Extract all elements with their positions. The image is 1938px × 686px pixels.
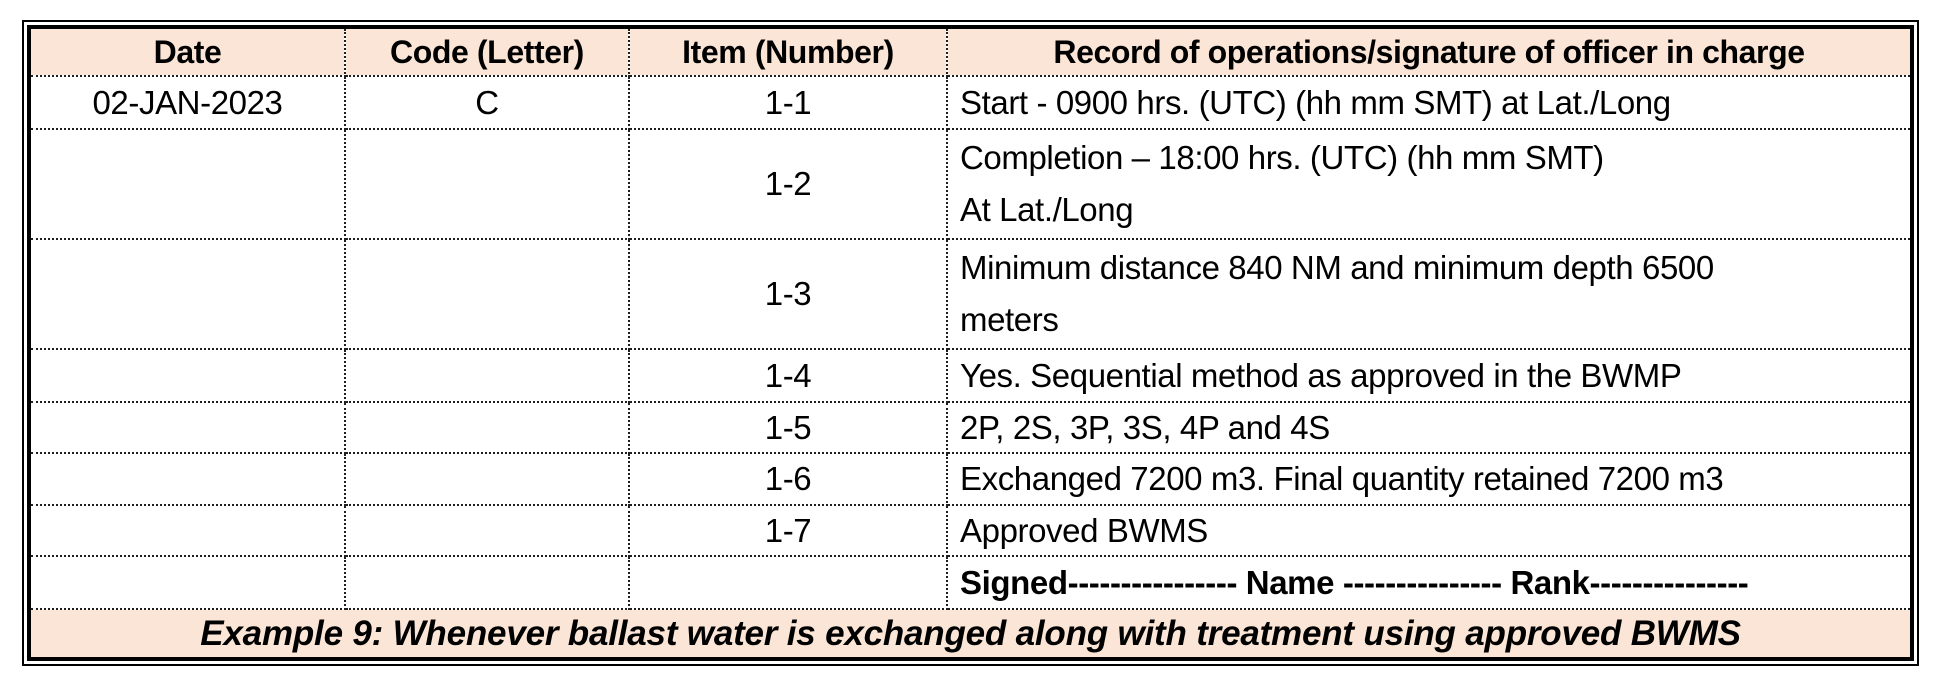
cell-record: Yes. Sequential method as approved in th… bbox=[946, 348, 1913, 403]
cell-record: Start - 0900 hrs. (UTC) (hh mm SMT) at L… bbox=[946, 75, 1913, 130]
cell-record: Exchanged 7200 m3. Final quantity retain… bbox=[946, 452, 1913, 506]
cell-record: Approved BWMS bbox=[946, 504, 1913, 557]
record-line: Minimum distance 840 NM and minimum dept… bbox=[960, 249, 1714, 286]
table-row: 1-5 2P, 2S, 3P, 3S, 4P and 4S bbox=[28, 401, 1913, 454]
cell-item: 1-4 bbox=[628, 348, 948, 403]
cell-code bbox=[344, 401, 630, 454]
cell-date bbox=[28, 504, 346, 557]
cell-record: 2P, 2S, 3P, 3S, 4P and 4S bbox=[946, 401, 1913, 454]
cell-code bbox=[344, 128, 630, 240]
cell-date bbox=[28, 348, 346, 403]
cell-item: 1-3 bbox=[628, 238, 948, 350]
cell-item: 1-2 bbox=[628, 128, 948, 240]
cell-code bbox=[344, 348, 630, 403]
table-row: 1-4 Yes. Sequential method as approved i… bbox=[28, 348, 1913, 403]
example-caption-row: Example 9: Whenever ballast water is exc… bbox=[28, 608, 1913, 660]
col-header-item: Item (Number) bbox=[628, 26, 948, 77]
cell-item: 1-1 bbox=[628, 75, 948, 130]
col-header-date: Date bbox=[28, 26, 346, 77]
cell-date bbox=[28, 128, 346, 240]
cell-date: 02-JAN-2023 bbox=[28, 75, 346, 130]
table-row: 1-3 Minimum distance 840 NM and minimum … bbox=[28, 238, 1913, 350]
cell-code bbox=[344, 555, 630, 610]
table-row: 02-JAN-2023 C 1-1 Start - 0900 hrs. (UTC… bbox=[28, 75, 1913, 130]
table-row: 1-6 Exchanged 7200 m3. Final quantity re… bbox=[28, 452, 1913, 506]
cell-record: Minimum distance 840 NM and minimum dept… bbox=[946, 238, 1913, 350]
cell-item: 1-5 bbox=[628, 401, 948, 454]
cell-item: 1-6 bbox=[628, 452, 948, 506]
cell-code bbox=[344, 452, 630, 506]
header-row: Date Code (Letter) Item (Number) Record … bbox=[28, 26, 1913, 77]
table-row: 1-2 Completion – 18:00 hrs. (UTC) (hh mm… bbox=[28, 128, 1913, 240]
cell-signature-line: Signed---------------- Name ------------… bbox=[946, 555, 1913, 610]
col-header-record: Record of operations/signature of office… bbox=[946, 26, 1913, 77]
cell-date bbox=[28, 555, 346, 610]
col-header-code: Code (Letter) bbox=[344, 26, 630, 77]
ballast-water-log-table: Date Code (Letter) Item (Number) Record … bbox=[27, 25, 1914, 661]
cell-item bbox=[628, 555, 948, 610]
record-line: At Lat./Long bbox=[960, 191, 1134, 228]
record-line: Completion – 18:00 hrs. (UTC) (hh mm SMT… bbox=[960, 139, 1604, 176]
cell-date bbox=[28, 238, 346, 350]
table-row: 1-7 Approved BWMS bbox=[28, 504, 1913, 557]
cell-date bbox=[28, 452, 346, 506]
cell-code bbox=[344, 504, 630, 557]
signature-row: Signed---------------- Name ------------… bbox=[28, 555, 1913, 610]
cell-code: C bbox=[344, 75, 630, 130]
record-line: meters bbox=[960, 301, 1059, 338]
cell-code bbox=[344, 238, 630, 350]
cell-record: Completion – 18:00 hrs. (UTC) (hh mm SMT… bbox=[946, 128, 1913, 240]
cell-date bbox=[28, 401, 346, 454]
ballast-water-log-table-frame: Date Code (Letter) Item (Number) Record … bbox=[22, 20, 1919, 666]
cell-item: 1-7 bbox=[628, 504, 948, 557]
example-caption: Example 9: Whenever ballast water is exc… bbox=[28, 608, 1913, 660]
